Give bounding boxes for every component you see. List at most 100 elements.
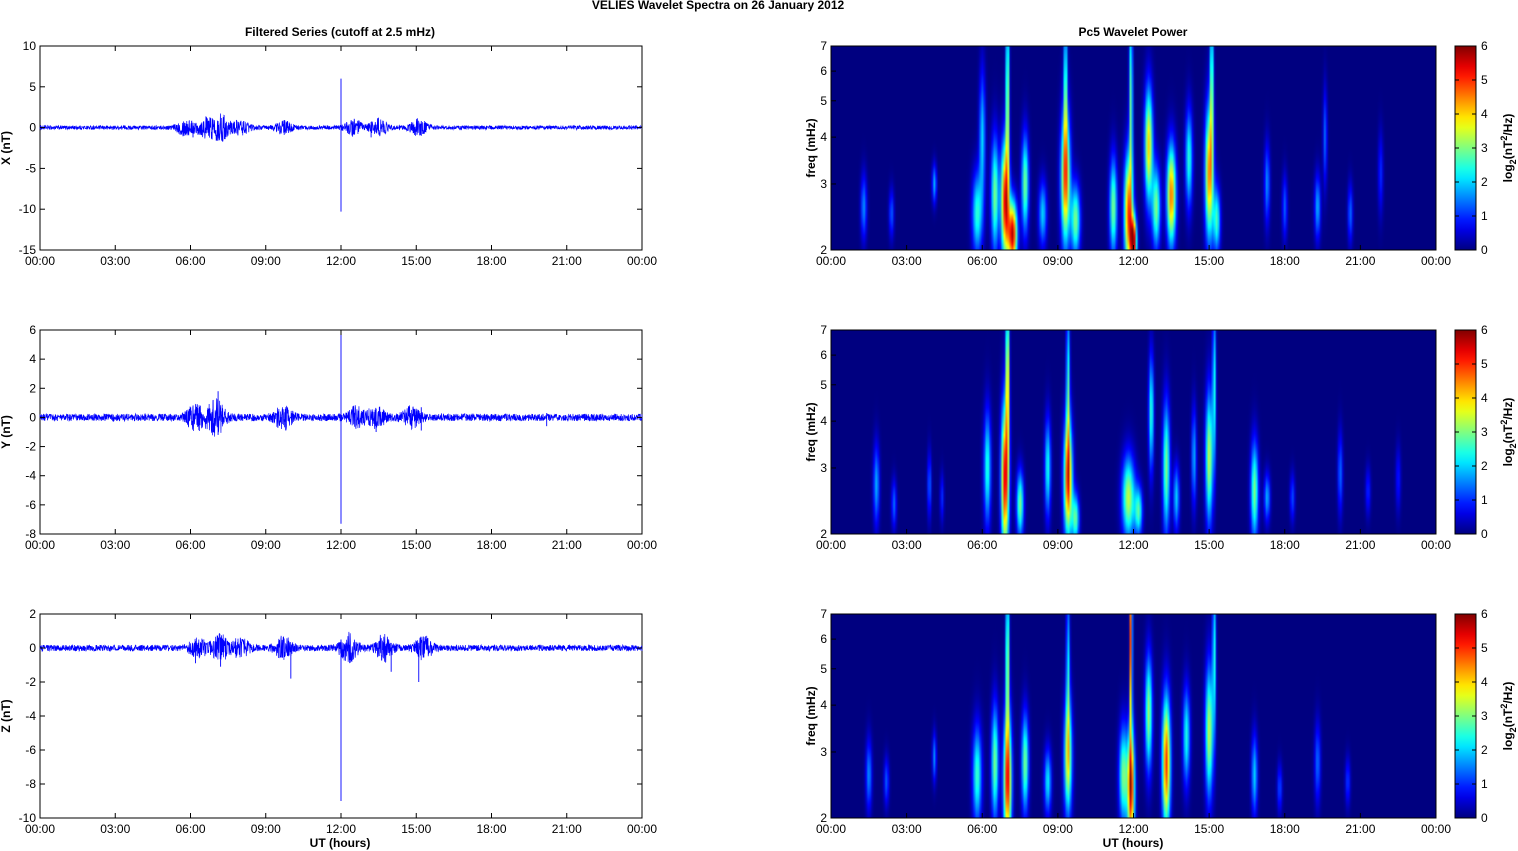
y-tick-label: 6 — [29, 323, 36, 337]
colorbar-label: log2(nT2/Hz) — [1499, 398, 1518, 467]
x-tick-label: 15:00 — [401, 254, 431, 268]
colorbar-tick-label: 3 — [1481, 709, 1488, 723]
y-tick-label: 0 — [29, 641, 36, 655]
x-tick-label: 18:00 — [476, 254, 506, 268]
y-tick-label: -15 — [19, 243, 37, 257]
x-tick-label: 00:00 — [25, 538, 55, 552]
y-tick-label: 3 — [820, 177, 827, 191]
x-tick-label: 09:00 — [251, 254, 281, 268]
x-tick-label: 00:00 — [816, 254, 846, 268]
colorbar-tick-label: 3 — [1481, 141, 1488, 155]
y-tick-label: 4 — [820, 698, 827, 712]
x-tick-label: 06:00 — [175, 538, 205, 552]
y-tick-label: 2 — [29, 607, 36, 621]
x-tick-label: 12:00 — [1118, 254, 1148, 268]
x-tick-label: 03:00 — [892, 254, 922, 268]
colorbar-label: log2(nT2/Hz) — [1499, 114, 1518, 183]
y-tick-label: -4 — [25, 709, 36, 723]
x-tick-label: 00:00 — [816, 538, 846, 552]
y-tick-label: 10 — [23, 39, 37, 53]
colorbar-tick-label: 5 — [1481, 357, 1488, 371]
y-tick-label: 2 — [820, 527, 827, 541]
y-tick-label: 4 — [820, 130, 827, 144]
wavelet-power-image — [831, 46, 1436, 250]
right-column-title: Pc5 Wavelet Power — [1079, 25, 1188, 39]
colorbar-tick-label: 2 — [1481, 459, 1488, 473]
colorbar-tick-label: 0 — [1481, 243, 1488, 257]
y-tick-label: -4 — [25, 469, 36, 483]
x-tick-label: 18:00 — [1270, 822, 1300, 836]
y-axis-label: freq (mHz) — [804, 402, 818, 461]
y-tick-label: -6 — [25, 498, 36, 512]
x-tick-label: 06:00 — [175, 822, 205, 836]
colorbar-tick-label: 2 — [1481, 175, 1488, 189]
x-tick-label: 21:00 — [552, 254, 582, 268]
colorbar-tick-label: 2 — [1481, 743, 1488, 757]
x-tick-label: 09:00 — [251, 538, 281, 552]
x-tick-label: 00:00 — [816, 822, 846, 836]
x-tick-label: 00:00 — [627, 538, 657, 552]
figure-title: VELIES Wavelet Spectra on 26 January 201… — [592, 0, 845, 12]
spectrum-panel-x: 2 3 4 5 6 7 00:00 03:00 06:00 09:00 12:00 15:00 18:0… — [804, 39, 1518, 268]
y-tick-label: -5 — [25, 161, 36, 175]
x-tick-label: 09:00 — [1043, 822, 1073, 836]
x-tick-label: 03:00 — [892, 538, 922, 552]
x-tick-label: 15:00 — [1194, 254, 1224, 268]
y-tick-label: 5 — [29, 80, 36, 94]
x-tick-label: 00:00 — [1421, 822, 1451, 836]
x-tick-label: 09:00 — [1043, 538, 1073, 552]
spectrum-panel-y: 2 3 4 5 6 7 00:00 03:00 06:00 09:00 12:00 15:00 18:0… — [804, 323, 1518, 552]
series-panel-y: -8 -6 -4 -2 0 2 4 6 00:00 03:00 06:00 09:00 12:00 15:… — [0, 323, 657, 552]
y-tick-label: 6 — [820, 64, 827, 78]
x-tick-label: 21:00 — [1345, 822, 1375, 836]
wavelet-power-image — [831, 330, 1436, 534]
x-tick-label: 15:00 — [1194, 538, 1224, 552]
x-tick-label: 18:00 — [1270, 538, 1300, 552]
y-tick-label: 3 — [820, 745, 827, 759]
x-tick-label: 12:00 — [1118, 822, 1148, 836]
colorbar-tick-label: 1 — [1481, 493, 1488, 507]
y-tick-label: 6 — [820, 632, 827, 646]
x-tick-label: 00:00 — [25, 822, 55, 836]
y-tick-label: 0 — [29, 121, 36, 135]
y-tick-label: -10 — [19, 202, 37, 216]
y-tick-label: 7 — [820, 323, 827, 337]
left-column-title: Filtered Series (cutoff at 2.5 mHz) — [245, 25, 435, 39]
x-tick-label: 06:00 — [967, 822, 997, 836]
y-tick-label: 0 — [29, 410, 36, 424]
y-tick-label: 5 — [820, 662, 827, 676]
y-tick-label: 2 — [820, 811, 827, 825]
x-tick-label: 12:00 — [326, 538, 356, 552]
x-tick-label: 00:00 — [627, 822, 657, 836]
y-tick-label: 2 — [820, 243, 827, 257]
x-tick-label: 09:00 — [1043, 254, 1073, 268]
x-tick-label: 06:00 — [967, 254, 997, 268]
y-tick-label: 7 — [820, 607, 827, 621]
x-tick-label: 03:00 — [100, 254, 130, 268]
x-tick-label: 21:00 — [1345, 254, 1375, 268]
x-tick-label: 00:00 — [25, 254, 55, 268]
colorbar-tick-label: 4 — [1481, 107, 1488, 121]
y-axis-label: X (nT) — [0, 131, 13, 165]
x-tick-label: 09:00 — [251, 822, 281, 836]
colorbar-tick-label: 5 — [1481, 73, 1488, 87]
y-tick-label: -8 — [25, 777, 36, 791]
y-tick-label: 5 — [820, 378, 827, 392]
y-tick-label: 5 — [820, 94, 827, 108]
x-tick-label: 12:00 — [1118, 538, 1148, 552]
x-tick-label: 21:00 — [552, 822, 582, 836]
colorbar-tick-label: 3 — [1481, 425, 1488, 439]
colorbar-tick-label: 0 — [1481, 811, 1488, 825]
wavelet-power-image — [831, 614, 1436, 818]
y-tick-label: 6 — [820, 348, 827, 362]
x-tick-label: 15:00 — [401, 538, 431, 552]
x-tick-label: 03:00 — [892, 822, 922, 836]
x-tick-label: 21:00 — [552, 538, 582, 552]
y-axis-label: Y (nT) — [0, 415, 13, 449]
y-tick-label: 3 — [820, 461, 827, 475]
colorbar-label: log2(nT2/Hz) — [1499, 682, 1518, 751]
colorbar-tick-label: 1 — [1481, 209, 1488, 223]
x-tick-label: 18:00 — [476, 538, 506, 552]
y-axis-label: Z (nT) — [0, 699, 13, 732]
